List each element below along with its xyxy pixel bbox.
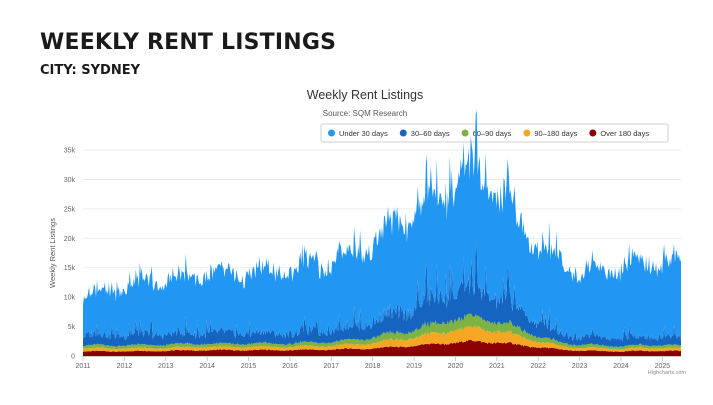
chart-subtitle: Source: SQM Research	[323, 109, 407, 118]
legend-label: 90–180 days	[534, 129, 577, 138]
legend-item[interactable]: 60–90 days	[461, 129, 512, 138]
x-tick-label: 2013	[158, 363, 174, 370]
chart-title: Weekly Rent Listings	[307, 88, 424, 102]
y-tick-label: 25k	[64, 206, 76, 213]
page-title: WEEKLY RENT LISTINGS	[40, 30, 337, 55]
y-axis-title: Weekly Rent Listings	[48, 218, 57, 288]
x-tick-label: 2016	[282, 363, 298, 370]
x-tick-label: 2025	[655, 363, 671, 370]
page-subtitle: CITY: SYDNEY	[40, 63, 140, 78]
x-tick-label: 2020	[448, 363, 464, 370]
y-tick-label: 20k	[64, 236, 76, 243]
legend-marker	[328, 129, 335, 137]
legend-marker	[589, 129, 597, 137]
area-series[interactable]	[83, 245, 681, 348]
y-tick-label: 0	[71, 354, 75, 361]
x-tick-label: 2015	[241, 363, 257, 370]
area-series[interactable]	[83, 110, 681, 342]
legend-box	[320, 123, 669, 143]
area-series[interactable]	[83, 325, 681, 352]
x-tick-label: 2023	[572, 363, 588, 370]
legend-label: Under 30 days	[339, 129, 388, 138]
legend: Under 30 days 30–60 days 60–90 days 90–180 …	[320, 123, 669, 143]
area-series[interactable]	[83, 339, 681, 356]
legend-item[interactable]: Under 30 days	[328, 129, 388, 138]
y-tick-label: 5k	[68, 324, 76, 331]
legend-label: 60–90 days	[473, 129, 512, 138]
y-tick-label: 10k	[64, 295, 76, 302]
areas	[83, 110, 681, 356]
legend-label: Over 180 days	[600, 129, 649, 138]
x-tick-label: 2011	[75, 363, 90, 370]
x-tick-label: 2018	[365, 363, 381, 370]
legend-marker	[461, 129, 469, 137]
area-series[interactable]	[83, 313, 681, 350]
x-tick-label: 2022	[530, 363, 546, 370]
y-tick-label: 35k	[64, 148, 76, 155]
x-tick-label: 2021	[489, 363, 505, 370]
axes: 0 5k 10k 15k 20k 25k 30k 35k 2011 2012 2013 2014 201…	[64, 148, 681, 370]
y-tick-label: 30k	[64, 177, 76, 184]
legend-item[interactable]: 30–60 days	[399, 129, 450, 138]
legend-marker	[399, 129, 407, 137]
legend-label: 30–60 days	[411, 129, 450, 138]
x-tick-label: 2019	[406, 363, 422, 370]
x-tick-label: 2012	[117, 363, 133, 370]
x-tick-label: 2017	[324, 363, 340, 370]
x-tick-label: 2014	[199, 363, 215, 370]
legend-item[interactable]: 90–180 days	[523, 129, 578, 138]
y-tick-label: 15k	[64, 265, 76, 272]
x-tick-label: 2024	[613, 363, 629, 370]
legend-marker	[523, 129, 531, 137]
legend-item[interactable]: Over 180 days	[589, 129, 649, 138]
credits[interactable]: Highcharts.com	[648, 370, 687, 376]
